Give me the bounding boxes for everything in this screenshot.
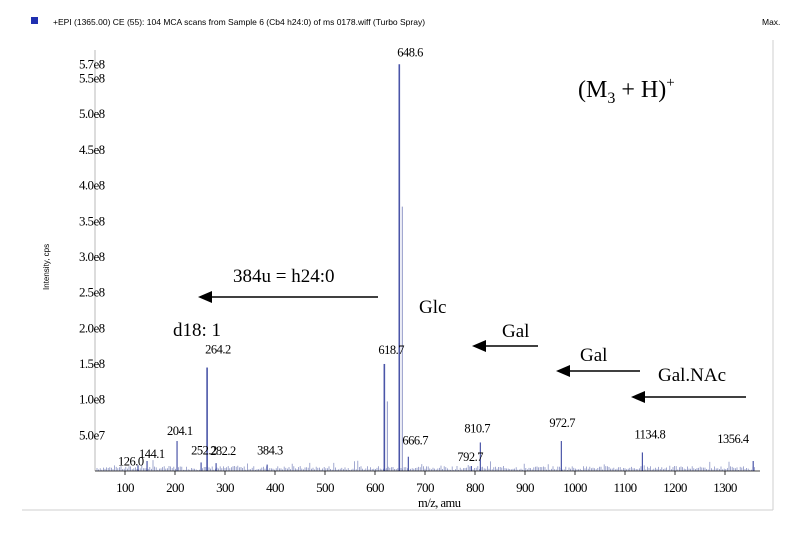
peak-label-1134.8: 1134.8 xyxy=(634,427,665,441)
y-axis-label: Intensity, cps xyxy=(42,244,51,290)
annotation-gal-2: Gal xyxy=(580,345,607,366)
x-tick-label-400: 400 xyxy=(266,480,284,495)
x-tick-label-600: 600 xyxy=(366,480,384,495)
peak-label-384.3: 384.3 xyxy=(257,444,283,458)
y-tick-label-2.5e8: 2.5e8 xyxy=(79,285,105,300)
y-tick-label-1.5e8: 1.5e8 xyxy=(79,356,105,371)
x-tick-label-900: 900 xyxy=(516,480,534,495)
annotation-glc: Glc xyxy=(419,297,446,318)
peak-label-282.2: 282.2 xyxy=(210,444,236,458)
parent-ion-subscript: 3 xyxy=(607,90,615,107)
peak-label-810.7: 810.7 xyxy=(464,421,490,435)
y-tick-label-1.0e8: 1.0e8 xyxy=(79,392,105,407)
annotation-ceramide: 384u = h24:0 xyxy=(233,266,335,287)
x-tick-label-300: 300 xyxy=(216,480,234,495)
peak-label-666.7: 666.7 xyxy=(402,434,428,448)
peak-label-618.7: 618.7 xyxy=(378,343,404,357)
peak-label-972.7: 972.7 xyxy=(549,416,575,430)
max-label: Max. xyxy=(762,17,780,27)
x-axis-ticks: 100 200 300 400 500 600 700 800 900 1000 1100 1200 1… xyxy=(116,471,737,495)
spectrum-peaks xyxy=(137,64,754,471)
y-tick-label-3.5e8: 3.5e8 xyxy=(79,213,105,228)
y-tick-label-2.0e8: 2.0e8 xyxy=(79,320,105,335)
x-tick-label-1300: 1300 xyxy=(713,480,737,495)
annotation-galnac: Gal.NAc xyxy=(658,365,726,386)
x-axis-label: m/z, amu xyxy=(418,496,462,510)
y-tick-label-5.7e8: 5.7e8 xyxy=(79,56,105,71)
x-tick-label-200: 200 xyxy=(166,480,184,495)
peak-label-252.2: 252.2 xyxy=(191,443,217,457)
arrow-gal-head xyxy=(556,365,570,377)
annotation-parent-ion: (M3 + H)+ xyxy=(578,75,675,107)
x-tick-label-700: 700 xyxy=(416,480,434,495)
baseline-noise-trace xyxy=(96,460,755,471)
y-tick-label-5.0e8: 5.0e8 xyxy=(79,106,105,121)
y-tick-label-4.5e8: 4.5e8 xyxy=(79,142,105,157)
peak-label-126.0: 126.0 xyxy=(118,454,144,468)
arrow-glc-head xyxy=(472,340,486,352)
peak-label-648.6: 648.6 xyxy=(397,45,423,59)
parent-ion-rest: + H) xyxy=(615,77,666,103)
x-tick-label-100: 100 xyxy=(116,480,134,495)
x-tick-label-1000: 1000 xyxy=(563,480,587,495)
x-tick-label-500: 500 xyxy=(316,480,334,495)
y-tick-label-5.0e7: 5.0e7 xyxy=(79,427,106,442)
peak-label-792.7: 792.7 xyxy=(457,450,483,464)
x-tick-label-800: 800 xyxy=(466,480,484,495)
arrow-ceramide-head xyxy=(198,291,212,303)
y-tick-label-5.5e8: 5.5e8 xyxy=(79,71,105,86)
parent-ion-superscript: + xyxy=(666,75,674,91)
y-tick-label-4.0e8: 4.0e8 xyxy=(79,178,105,193)
peak-label-204.1: 204.1 xyxy=(167,424,193,438)
peak-label-144.1: 144.1 xyxy=(139,447,165,461)
scan-header: +EPI (1365.00) CE (55): 104 MCA scans fr… xyxy=(53,17,425,27)
annotation-sphingoid: d18: 1 xyxy=(173,320,221,341)
x-tick-label-1200: 1200 xyxy=(663,480,687,495)
x-tick-label-1100: 1100 xyxy=(613,480,636,495)
peak-label-1356.4: 1356.4 xyxy=(717,432,750,446)
peak-label-264.2: 264.2 xyxy=(205,343,231,357)
legend-marker-icon xyxy=(31,17,38,24)
arrow-galnac-head xyxy=(631,391,645,403)
annotation-gal-1: Gal xyxy=(502,321,529,342)
y-tick-label-3.0e8: 3.0e8 xyxy=(79,249,105,264)
spectrum-baseline-noise xyxy=(96,460,755,471)
annotation-arrows xyxy=(198,291,746,403)
